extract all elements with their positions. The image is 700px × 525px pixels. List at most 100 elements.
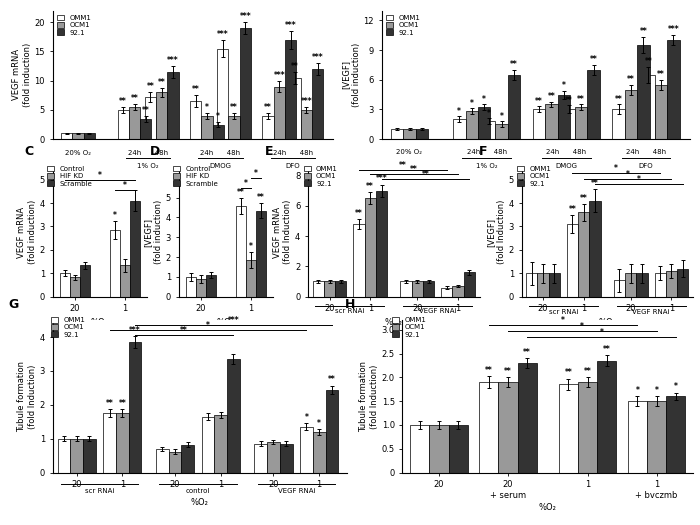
Text: *: * <box>98 171 102 180</box>
Bar <box>196 279 206 297</box>
Text: 24h      48h: 24h 48h <box>200 150 241 155</box>
Bar <box>256 211 265 297</box>
Bar <box>217 48 228 139</box>
Bar <box>589 201 601 297</box>
Bar <box>654 85 667 139</box>
Text: %O₂: %O₂ <box>190 498 209 507</box>
Bar <box>156 449 169 472</box>
Text: G: G <box>8 298 19 311</box>
Text: **: ** <box>181 327 188 335</box>
Text: **: ** <box>192 86 199 94</box>
Bar <box>312 281 324 297</box>
Text: **: ** <box>421 170 429 179</box>
Bar <box>614 280 625 297</box>
Legend: OMM1, OCM1, 92.1: OMM1, OCM1, 92.1 <box>391 316 427 339</box>
Bar <box>104 413 116 472</box>
Bar <box>452 286 463 297</box>
Bar <box>636 273 648 297</box>
Bar <box>116 413 129 472</box>
Text: **: ** <box>590 55 598 64</box>
Bar <box>575 108 587 139</box>
Text: ***: *** <box>228 317 239 326</box>
Bar <box>239 28 251 139</box>
Text: **: ** <box>615 94 622 104</box>
Bar <box>365 198 376 297</box>
Text: **: ** <box>131 94 139 103</box>
Y-axis label: [VEGF]
(fold induction): [VEGF] (fold induction) <box>341 43 360 107</box>
Text: *: * <box>636 386 639 395</box>
Text: *: * <box>216 112 221 121</box>
Bar <box>120 265 130 297</box>
Text: *: * <box>562 81 566 90</box>
Legend: OMM1, OCM1, 92.1: OMM1, OCM1, 92.1 <box>385 14 421 36</box>
Y-axis label: VEGF mRNA
(fold induction): VEGF mRNA (fold induction) <box>18 200 36 265</box>
Text: **: ** <box>485 366 493 375</box>
Bar <box>400 281 412 297</box>
Text: **: ** <box>399 161 407 170</box>
Bar <box>391 129 403 139</box>
Text: ***: *** <box>668 25 679 35</box>
Text: **: ** <box>627 75 635 84</box>
Text: **: ** <box>118 399 126 408</box>
Text: *: * <box>248 242 253 251</box>
Bar <box>167 72 178 139</box>
Text: %O₂: %O₂ <box>385 319 402 328</box>
Text: **: ** <box>328 375 336 384</box>
Text: *: * <box>615 164 618 173</box>
Text: **: ** <box>564 369 572 377</box>
Bar <box>70 277 80 297</box>
Bar <box>441 288 452 297</box>
Bar <box>453 119 466 139</box>
Text: DMOG: DMOG <box>209 163 232 169</box>
Text: scr RNAi: scr RNAi <box>335 308 365 314</box>
Text: **: ** <box>568 205 576 214</box>
Bar <box>83 133 95 139</box>
Bar <box>677 269 689 297</box>
Bar <box>110 230 120 297</box>
Bar <box>274 87 285 139</box>
Bar <box>563 109 575 139</box>
Bar <box>140 119 151 139</box>
Text: control: control <box>186 488 210 493</box>
Bar <box>324 281 335 297</box>
Text: **: ** <box>264 103 272 112</box>
Bar <box>545 104 558 139</box>
Bar <box>410 425 429 472</box>
Y-axis label: VEGF mRNA
(fold induction): VEGF mRNA (fold induction) <box>12 43 32 107</box>
Bar <box>416 129 428 139</box>
Text: *: * <box>674 382 678 391</box>
Text: **: ** <box>504 367 512 376</box>
Bar <box>60 273 70 297</box>
Bar <box>354 224 365 297</box>
Text: **: ** <box>257 193 265 202</box>
Bar <box>498 382 517 472</box>
Bar <box>423 281 434 297</box>
Text: **: ** <box>237 188 244 197</box>
Bar <box>70 439 83 472</box>
Text: ***: *** <box>130 326 141 335</box>
Text: *: * <box>626 170 629 179</box>
Text: DFO: DFO <box>638 163 653 169</box>
Text: ***: *** <box>312 53 323 62</box>
Text: *: * <box>654 386 659 395</box>
Bar <box>169 452 181 472</box>
Text: **: ** <box>565 96 573 104</box>
Bar <box>227 359 240 472</box>
Bar <box>578 382 597 472</box>
Text: **: ** <box>366 182 374 191</box>
Bar <box>647 401 666 472</box>
Y-axis label: [VEGF]
(fold induction): [VEGF] (fold induction) <box>144 200 162 265</box>
Bar <box>508 75 520 139</box>
Bar <box>206 275 216 297</box>
Text: *: * <box>304 413 309 422</box>
Bar <box>478 108 491 139</box>
Bar <box>625 273 636 297</box>
Text: **: ** <box>158 78 165 87</box>
Y-axis label: Tubule formation
(fold Induction): Tubule formation (fold Induction) <box>18 361 36 432</box>
Bar <box>666 271 677 297</box>
Text: D: D <box>150 145 160 158</box>
Text: 24h      48h: 24h 48h <box>546 149 587 155</box>
Bar <box>666 396 685 472</box>
Text: *: * <box>205 103 209 112</box>
Bar <box>181 445 194 473</box>
